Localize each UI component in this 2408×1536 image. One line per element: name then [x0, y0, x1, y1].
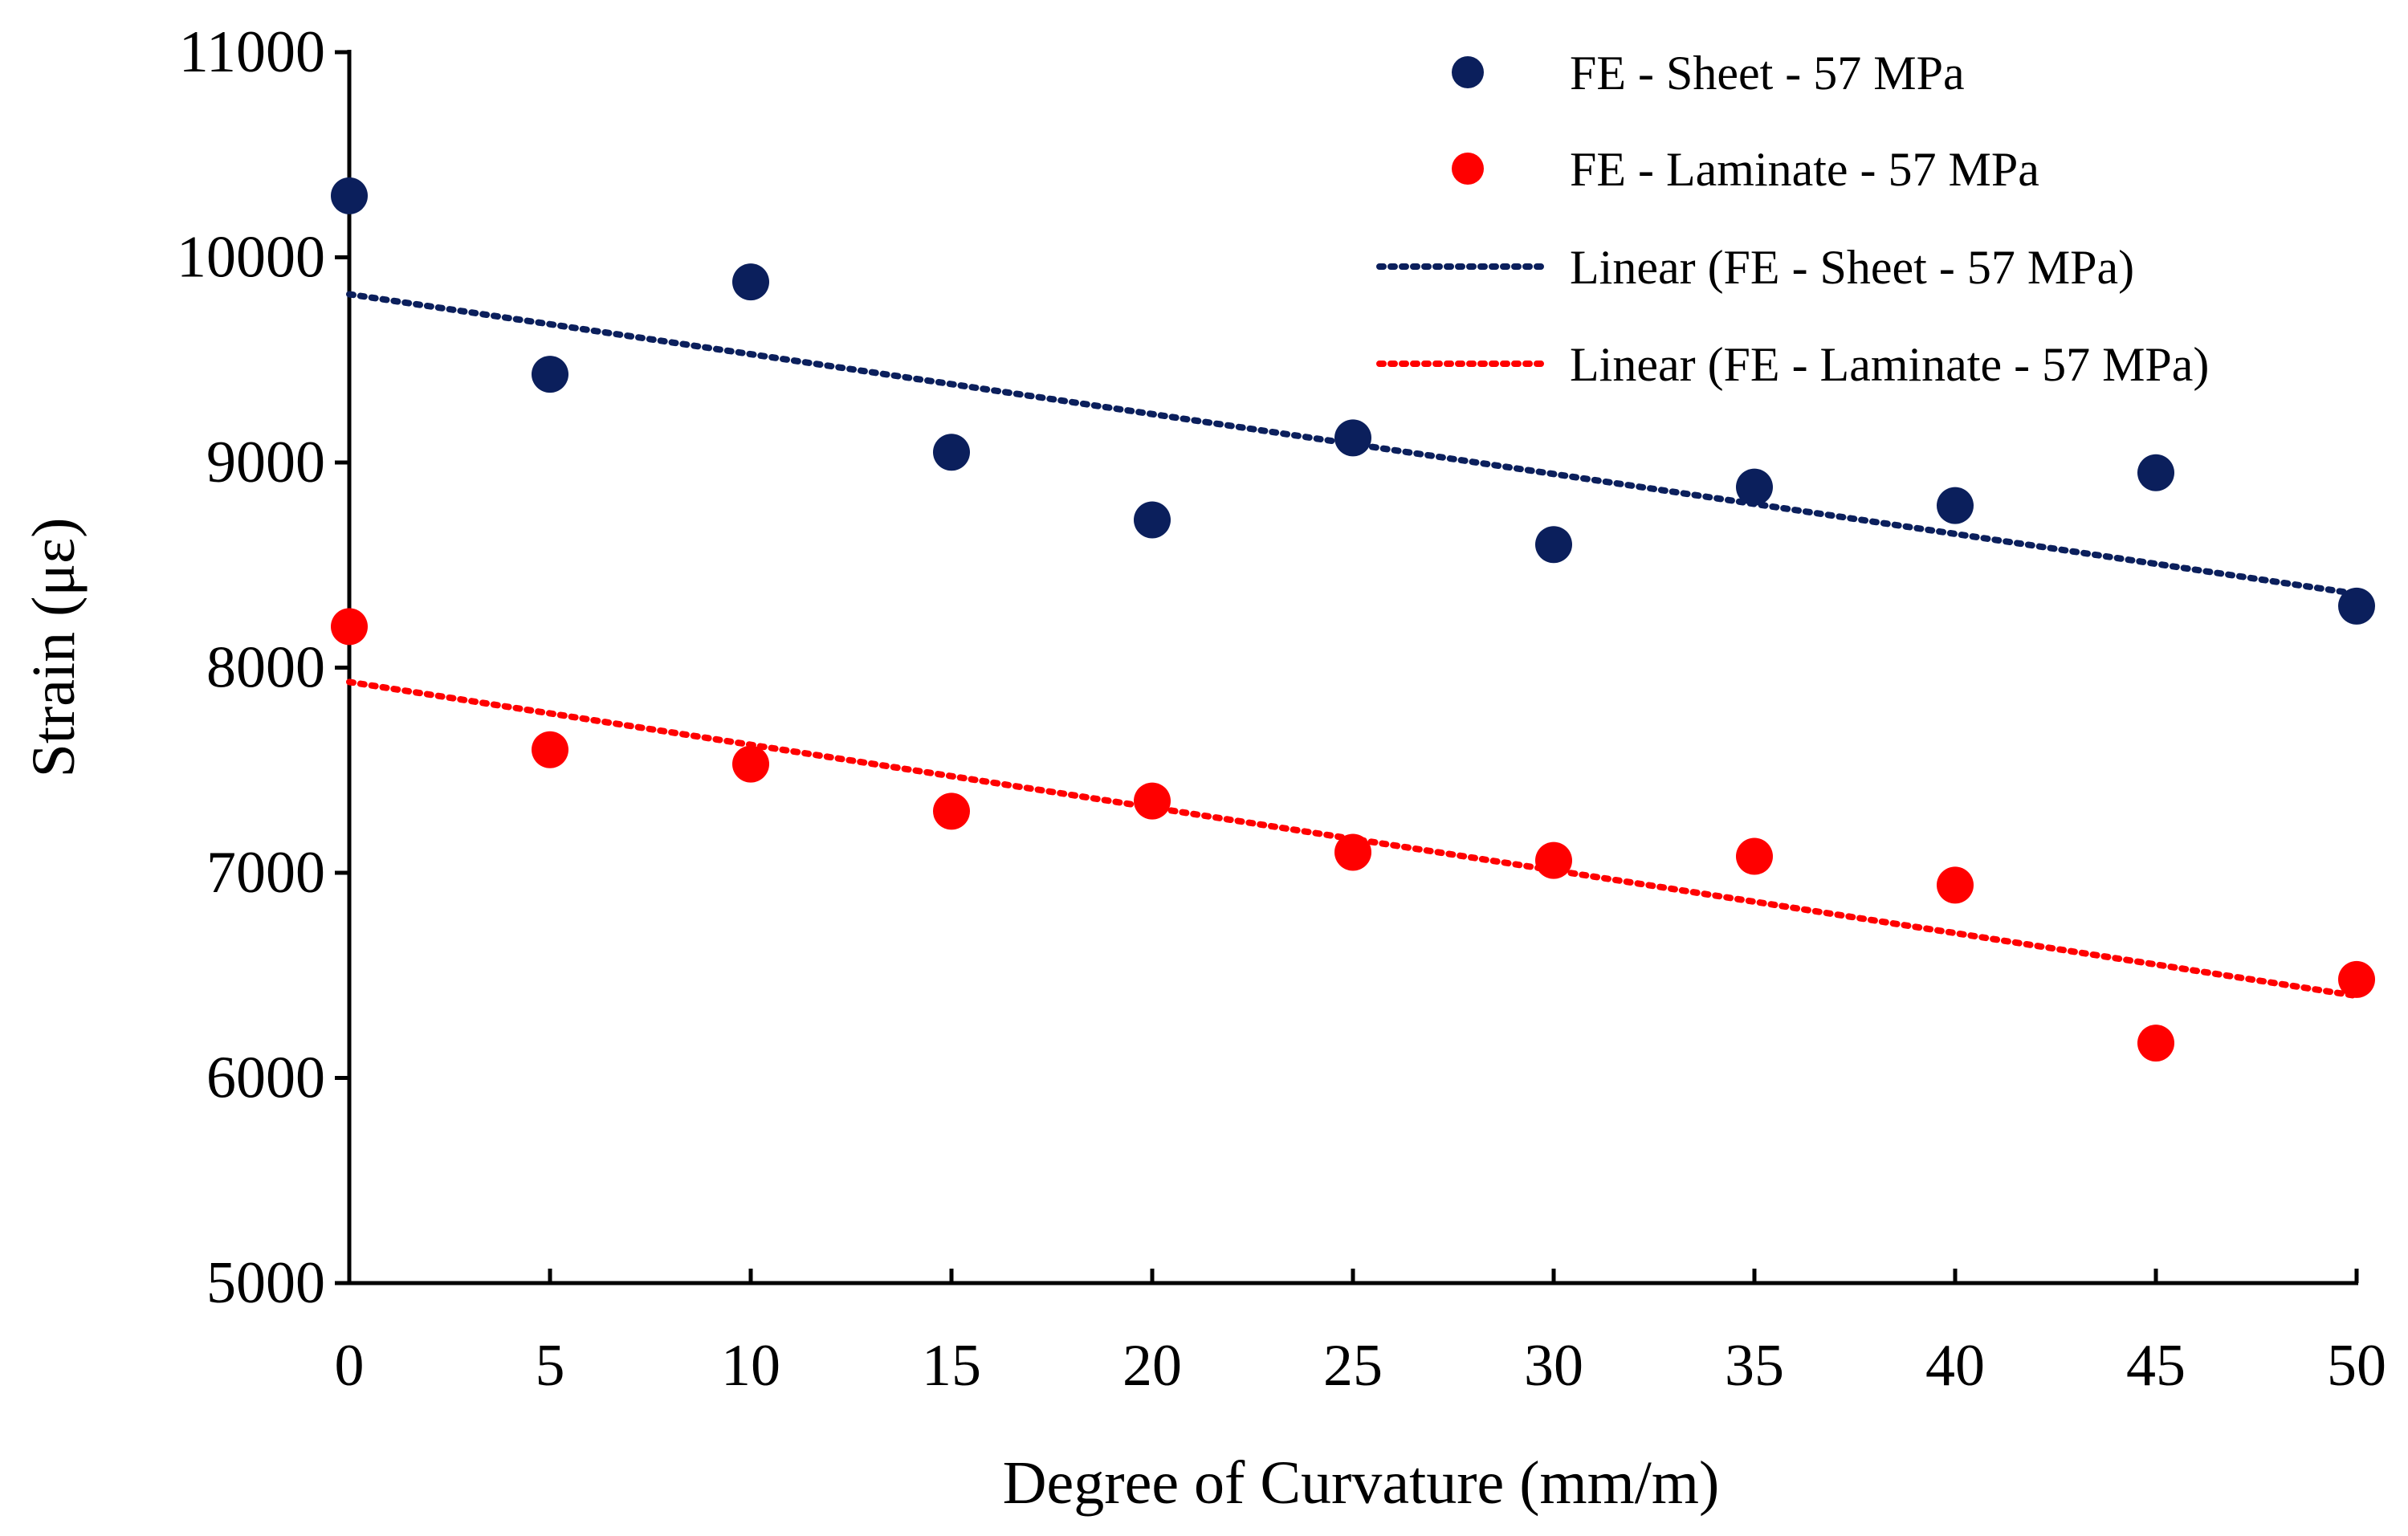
data-point-laminate [1736, 837, 1773, 875]
y-tick-label: 8000 [206, 635, 325, 701]
y-tick-label: 7000 [206, 840, 325, 906]
data-point-laminate [532, 731, 568, 768]
data-point-sheet [2137, 454, 2174, 491]
legend: FE - Sheet - 57 MPa FE - Laminate - 57 MP… [1376, 47, 2209, 391]
x-tick-label: 15 [922, 1333, 981, 1399]
x-tick-label: 50 [2327, 1333, 2386, 1399]
data-point-laminate [732, 745, 769, 783]
y-axis-title: Strain (με) [20, 518, 88, 778]
y-tick-label: 9000 [206, 430, 325, 495]
data-point-laminate [2338, 960, 2375, 998]
data-point-laminate [933, 792, 970, 830]
data-point-sheet [1736, 468, 1773, 506]
legend-marker [1452, 153, 1484, 185]
data-point-laminate [1937, 866, 1974, 904]
y-tick-label: 10000 [177, 225, 325, 291]
x-tick-label: 35 [1725, 1333, 1784, 1399]
data-point-sheet [1134, 501, 1171, 539]
x-tick-label: 40 [1925, 1333, 1985, 1399]
data-point-sheet [1334, 419, 1371, 457]
data-point-sheet [1937, 487, 1974, 524]
data-point-sheet [331, 177, 368, 214]
data-point-sheet [1535, 526, 1572, 564]
data-point-laminate [331, 608, 368, 646]
x-tick-label: 20 [1123, 1333, 1182, 1399]
data-point-laminate [1334, 833, 1371, 871]
data-point-laminate [1134, 782, 1171, 820]
x-tick-label: 30 [1524, 1333, 1583, 1399]
x-tick-label: 5 [536, 1333, 565, 1399]
y-tick-label: 5000 [206, 1250, 325, 1316]
legend-label: Linear (FE - Sheet - 57 MPa) [1570, 241, 2134, 294]
data-point-laminate [1535, 841, 1572, 879]
data-point-sheet [732, 263, 769, 301]
data-points [331, 177, 2375, 1062]
x-tick-label: 45 [2126, 1333, 2186, 1399]
legend-label: FE - Laminate - 57 MPa [1570, 143, 2039, 196]
axes: 5000 6000 7000 8000 9000 10000 11000 0 5 10 15 20 25… [177, 19, 2386, 1399]
legend-marker [1452, 56, 1484, 88]
x-tick-label: 25 [1323, 1333, 1383, 1399]
y-tick-label: 11000 [179, 19, 325, 85]
data-point-sheet [2338, 587, 2375, 625]
legend-label: FE - Sheet - 57 MPa [1570, 47, 1965, 100]
x-tick-label: 0 [335, 1333, 365, 1399]
data-point-sheet [532, 356, 568, 393]
x-axis-title: Degree of Curvature (mm/m) [1003, 1449, 1720, 1517]
y-tick-label: 6000 [206, 1045, 325, 1111]
data-point-sheet [933, 434, 970, 471]
x-tick-label: 10 [721, 1333, 780, 1399]
data-point-laminate [2137, 1025, 2174, 1062]
trendlines [346, 291, 2360, 1000]
legend-label: Linear (FE - Laminate - 57 MPa) [1570, 338, 2209, 391]
